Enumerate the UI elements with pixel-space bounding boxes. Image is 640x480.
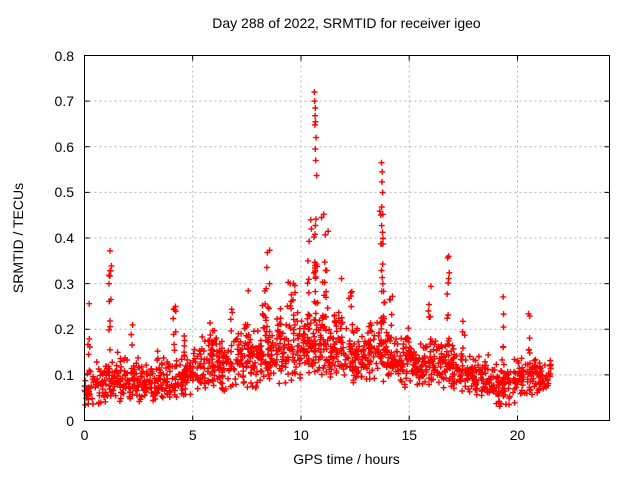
y-tick-label: 0.2 (54, 321, 74, 338)
y-tick-label: 0 (66, 412, 74, 429)
x-tick-label: 15 (401, 427, 418, 443)
x-tick-label: 0 (80, 427, 89, 443)
x-tick-label: 20 (509, 427, 526, 443)
plot-border (84, 55, 610, 421)
chart-title: Day 288 of 2022, SRMTID for receiver ige… (212, 15, 481, 31)
x-axis-label: GPS time / hours (293, 451, 400, 467)
x-tick-label: 10 (293, 427, 309, 443)
y-tick-label: 0.3 (54, 275, 74, 292)
scatter-points (81, 89, 554, 410)
y-tick-label: 0.4 (54, 230, 74, 246)
y-tick-label: 0.5 (54, 184, 74, 201)
grid-lines (84, 55, 610, 421)
x-tick-label: 5 (188, 427, 197, 443)
y-tick-label: 0.6 (54, 138, 74, 155)
y-tick-label: 0.8 (54, 47, 74, 64)
y-tick-label: 0.1 (54, 366, 74, 383)
y-tick-label: 0.7 (54, 93, 74, 110)
